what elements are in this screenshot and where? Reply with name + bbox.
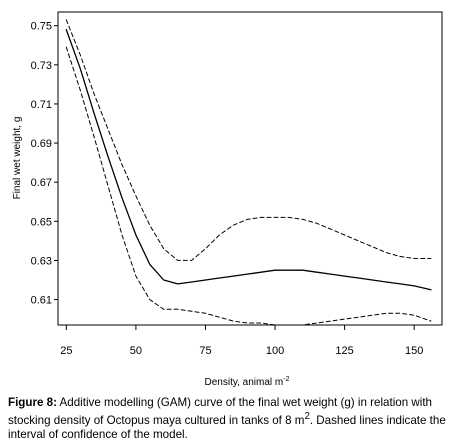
gam-fit-line — [65, 28, 432, 291]
y-axis-title: Final wet weight, g — [12, 117, 23, 200]
gam-chart: 0.61 0.63 0.65 0.67 0.69 0.71 0.73 0.75 25 50 75 1… — [12, 11, 443, 388]
y-tick-label: 0.67 — [31, 177, 52, 189]
series-group — [65, 19, 432, 326]
y-tick-label: 0.71 — [31, 99, 52, 111]
y-tick-label: 0.61 — [31, 295, 52, 307]
y-tick-label: 0.69 — [31, 138, 52, 150]
x-tick-label: 125 — [335, 345, 353, 357]
y-tick-label: 0.65 — [31, 216, 52, 228]
x-tick-label: 75 — [199, 345, 211, 357]
figure-label: Figure 8: — [8, 396, 57, 409]
y-tick-label: 0.63 — [31, 255, 52, 267]
x-axis-title-text: Density, animal m — [205, 377, 284, 388]
caption-text-part2: . Dashed lines indicate the interval of … — [8, 413, 446, 441]
caption-superscript: 2 — [304, 411, 310, 422]
upper-confidence-line — [65, 19, 432, 261]
y-tick-label: 0.73 — [31, 60, 52, 72]
figure-caption: Figure 8: Additive modelling (GAM) curve… — [8, 396, 448, 442]
plot-frame — [57, 11, 443, 326]
x-tick-label: 100 — [266, 345, 284, 357]
caption-text-part1: Additive modelling (GAM) curve of the fi… — [8, 396, 432, 427]
x-tick-label: 50 — [130, 345, 142, 357]
y-tick-label: 0.75 — [31, 21, 52, 33]
x-tick-label: 150 — [405, 345, 423, 357]
x-axis-title-superscript: -2 — [283, 376, 289, 383]
y-axis: 0.61 0.63 0.65 0.67 0.69 0.71 0.73 0.75 — [31, 21, 58, 307]
x-axis: 25 50 75 100 125 150 — [60, 325, 423, 357]
lower-confidence-line — [65, 46, 432, 326]
x-tick-label: 25 — [60, 345, 72, 357]
x-axis-title: Density, animal m-2 — [205, 376, 290, 388]
